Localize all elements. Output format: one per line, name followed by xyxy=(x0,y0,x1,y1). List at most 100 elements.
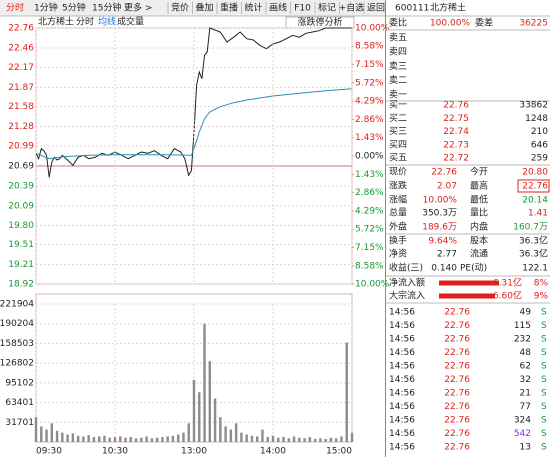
volume-bar xyxy=(103,435,106,442)
stat-value: 160.7万 xyxy=(513,223,548,233)
y-tick-label: 19.51 xyxy=(8,240,34,250)
trade-side: S xyxy=(541,348,547,358)
toolbar-button[interactable]: 重播 xyxy=(220,2,238,14)
volume-bar xyxy=(340,436,343,442)
toolbar-button[interactable]: F10 xyxy=(294,4,311,14)
trade-price: 22.76 xyxy=(444,348,470,358)
volume-bar xyxy=(61,432,64,442)
volume-bar xyxy=(40,426,43,442)
volume-bar xyxy=(319,438,322,442)
volume-bar xyxy=(213,398,217,442)
ask-label: 卖四 xyxy=(389,47,407,58)
y2-tick-label: 0.00% xyxy=(355,152,384,162)
stock-code: 600111 xyxy=(395,4,429,14)
trade-price: 22.76 xyxy=(444,335,470,345)
stat-value: 9.64% xyxy=(428,237,457,247)
volume-bar xyxy=(145,436,148,442)
volume-bar xyxy=(55,430,59,442)
y-tick-label: 18.92 xyxy=(8,280,34,290)
analysis-button[interactable]: 涨跌停分析 xyxy=(297,16,342,28)
tab[interactable]: 分时 xyxy=(6,2,24,14)
trade-time: 14:56 xyxy=(389,348,415,358)
toolbar-button[interactable]: 统计 xyxy=(244,2,262,14)
value: 36225 xyxy=(519,19,548,29)
x-tick-label: 14:00 xyxy=(260,447,286,457)
y2-tick-label: 2.86% xyxy=(355,115,384,125)
flow-label: 大宗流入 xyxy=(389,290,425,302)
y-tick-label: 19.21 xyxy=(8,260,34,270)
flow-bar xyxy=(439,293,495,299)
label: 委比 xyxy=(389,17,407,29)
toolbar-button[interactable]: 返回 xyxy=(367,2,385,14)
ask-label: 卖一 xyxy=(389,89,407,100)
y-tick-label: 95102 xyxy=(5,378,34,388)
volume-bar xyxy=(198,392,201,442)
stat-label: 今开 xyxy=(470,166,488,178)
y-tick-label: 22.76 xyxy=(8,24,34,34)
trade-volume: 48 xyxy=(520,348,532,358)
bid-volume: 33862 xyxy=(519,101,548,111)
trade-price: 22.76 xyxy=(444,321,470,331)
toolbar-button[interactable]: 竞价 xyxy=(171,2,189,14)
y2-tick-label: 4.29% xyxy=(355,97,384,107)
trade-time: 14:56 xyxy=(389,429,415,439)
y2-tick-label: 7.15% xyxy=(355,60,384,70)
bid-price: 22.76 xyxy=(443,101,469,111)
volume-bar xyxy=(182,432,185,442)
bid-label: 买五 xyxy=(389,153,407,164)
toolbar-button[interactable]: 叠加 xyxy=(195,3,213,14)
y-tick-label: 158503 xyxy=(0,339,34,349)
trade-side: S xyxy=(541,362,547,372)
bid-volume: 1248 xyxy=(525,114,548,124)
indicator-label[interactable]: 成交量 xyxy=(117,16,144,28)
flow-value: 6.60亿 xyxy=(493,290,522,302)
volume-bar xyxy=(256,436,259,442)
trade-volume: 62 xyxy=(520,362,531,372)
volume-bar xyxy=(266,437,269,442)
trade-side: S xyxy=(541,416,547,426)
y-tick-label: 22.46 xyxy=(8,44,34,54)
y2-tick-label: 2.86% xyxy=(355,188,384,198)
y2-tick-label: 8.58% xyxy=(355,261,384,271)
toolbar-button[interactable]: +自选 xyxy=(339,2,365,14)
stat-label: 最高 xyxy=(470,180,488,192)
stat-label: 现价 xyxy=(389,167,407,178)
indicator-label[interactable]: 分时 xyxy=(76,16,94,28)
stat-value: 36.3亿 xyxy=(519,248,548,260)
stock-title: 北方稀土 xyxy=(430,2,466,14)
volume-bar xyxy=(87,435,90,442)
stat-value: 20.80 xyxy=(522,168,548,178)
stat-value: 10.00% xyxy=(423,196,458,206)
flow-pct: 9% xyxy=(534,292,549,302)
volume-bar xyxy=(113,437,117,442)
stat-value: 1.41 xyxy=(528,209,548,219)
trade-price: 22.76 xyxy=(444,429,470,439)
volume-bar xyxy=(298,437,301,442)
stock-name: 北方稀土 xyxy=(38,16,74,28)
flow-label: 净流入额 xyxy=(389,277,425,289)
tab[interactable]: 更多 > xyxy=(124,2,152,14)
volume-bar xyxy=(271,435,275,442)
toolbar-button[interactable]: 画线 xyxy=(269,2,287,14)
tab[interactable]: 1分钟 xyxy=(34,2,58,14)
volume-bar xyxy=(50,423,53,442)
tab[interactable]: 5分钟 xyxy=(62,2,86,14)
trade-side: S xyxy=(541,389,547,399)
volume-bar xyxy=(335,438,338,442)
x-tick-label: 09:30 xyxy=(36,447,62,457)
volume-bar xyxy=(329,437,333,442)
volume-bar xyxy=(171,435,175,442)
y-tick-label: 19.80 xyxy=(8,221,34,231)
y-tick-label: 20.09 xyxy=(8,202,34,212)
volume-bar xyxy=(277,437,280,442)
trade-side: S xyxy=(541,443,547,453)
trade-volume: 77 xyxy=(520,402,531,412)
volume-bar xyxy=(124,437,127,442)
trade-volume: 324 xyxy=(514,416,531,426)
stat-label: 股本 xyxy=(470,235,488,247)
toolbar-button[interactable]: 标记 xyxy=(318,2,336,14)
indicator-label[interactable]: 均线 xyxy=(98,16,116,28)
tab[interactable]: 15分钟 xyxy=(92,2,121,14)
y-tick-label: 20.39 xyxy=(8,182,34,192)
